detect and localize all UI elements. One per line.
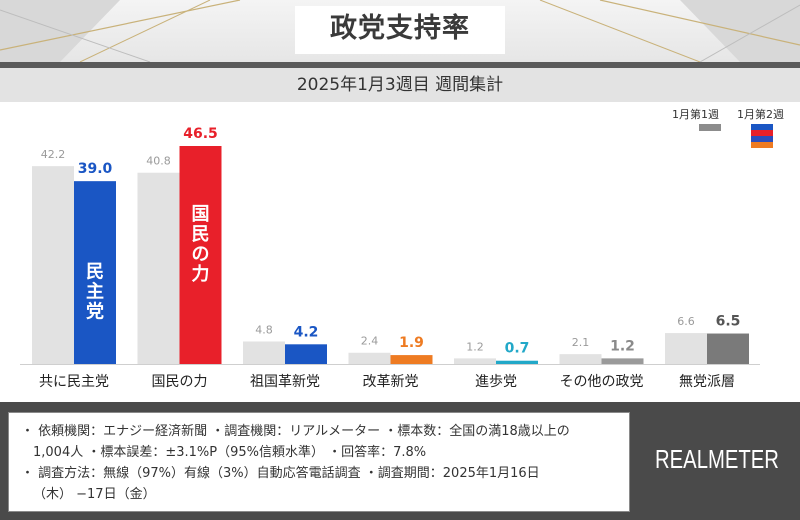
data-label-week1: 2.1 bbox=[572, 336, 590, 349]
bar-inner-label: 国民の力 bbox=[192, 204, 210, 285]
bar-week2 bbox=[707, 333, 749, 364]
data-label-week2: 0.7 bbox=[505, 341, 530, 357]
header-divider bbox=[0, 62, 800, 68]
legend-week2-swatch-stripe bbox=[751, 124, 773, 130]
category-label: その他の政党 bbox=[560, 374, 644, 390]
bar-inner-label-char: 民 bbox=[86, 262, 104, 283]
bar-week2 bbox=[390, 355, 433, 364]
legend-week2-label: 1月第2週 bbox=[737, 108, 784, 121]
bar-inner-label-char: の bbox=[192, 244, 210, 265]
subtitle-band: 2025年1月3週目 週間集計 bbox=[0, 68, 800, 102]
bar-week1 bbox=[665, 333, 707, 364]
category-label: 改革新党 bbox=[363, 374, 419, 390]
category-label: 共に民主党 bbox=[39, 374, 109, 390]
note-line: 1,004人 ・標本誤差：±3.1%P（95%信頼水準） ・回答率：7.8% bbox=[33, 445, 427, 460]
bar-inner-label-char: 国 bbox=[192, 204, 210, 225]
note-line: ・ 依頼機関：エナジー経済新聞 ・調査機関：リアルメーター ・標本数：全国の満1… bbox=[21, 424, 570, 439]
category-label: 進歩党 bbox=[475, 374, 517, 390]
bar-inner-label-char: 党 bbox=[86, 301, 104, 323]
bar-inner-label-char: 主 bbox=[86, 281, 104, 303]
note-line: ・ 調査方法：無線（97%）有線（3%）自動応答電話調査 ・調査期間：2025年… bbox=[21, 466, 540, 481]
page-title: 政党支持率 bbox=[330, 13, 470, 44]
legend-week2-swatch-stripe bbox=[751, 130, 773, 136]
data-label-week2: 6.5 bbox=[716, 314, 741, 330]
data-label-week2: 46.5 bbox=[183, 126, 218, 142]
data-label-week1: 42.2 bbox=[41, 148, 66, 161]
bar-inner-label-char: 力 bbox=[192, 264, 210, 285]
legend-week1-label: 1月第1週 bbox=[672, 108, 719, 121]
category-label: 祖国革新党 bbox=[250, 374, 320, 390]
realmeter-logo: REALMETER bbox=[655, 444, 779, 474]
bar-week1 bbox=[454, 358, 496, 364]
bar-inner-label: 民主党 bbox=[86, 262, 104, 323]
category-label: 無党派層 bbox=[679, 374, 735, 390]
legend-week2-swatch bbox=[751, 124, 773, 148]
bar-week2 bbox=[74, 181, 116, 364]
bar-week1 bbox=[559, 354, 602, 364]
bar-inner-label-char: 民 bbox=[192, 224, 210, 245]
bar-week2 bbox=[285, 344, 327, 364]
data-label-week1: 6.6 bbox=[677, 315, 695, 328]
data-label-week2: 39.0 bbox=[78, 161, 113, 177]
bar-week1 bbox=[32, 166, 74, 364]
data-label-week1: 1.2 bbox=[466, 340, 484, 353]
bar-week2 bbox=[601, 358, 644, 364]
data-label-week2: 1.9 bbox=[399, 335, 424, 351]
bar-week1 bbox=[137, 172, 180, 364]
bar-week1 bbox=[348, 352, 391, 364]
data-label-week1: 40.8 bbox=[146, 155, 171, 168]
bar-week2 bbox=[179, 146, 222, 364]
category-label: 国民の力 bbox=[152, 374, 208, 390]
legend-week2-swatch-stripe bbox=[751, 136, 773, 142]
legend-week2-swatch-stripe bbox=[751, 142, 773, 148]
data-label-week1: 4.8 bbox=[255, 323, 273, 336]
data-label-week2: 1.2 bbox=[610, 338, 635, 354]
footer: ・ 依頼機関：エナジー経済新聞 ・調査機関：リアルメーター ・標本数：全国の満1… bbox=[0, 402, 800, 520]
data-label-week1: 2.4 bbox=[361, 335, 379, 348]
legend-week1-swatch bbox=[699, 124, 721, 131]
title-box bbox=[295, 6, 505, 54]
note-line: （木） −17日（金） bbox=[33, 487, 156, 502]
survey-notes: ・ 依頼機関：エナジー経済新聞 ・調査機関：リアルメーター ・標本数：全国の満1… bbox=[8, 412, 630, 512]
chart-subtitle: 2025年1月3週目 週間集計 bbox=[296, 75, 504, 95]
data-label-week2: 4.2 bbox=[294, 324, 319, 340]
bar-week2 bbox=[496, 360, 538, 364]
header-decoration bbox=[0, 0, 800, 62]
bar-week1 bbox=[243, 341, 285, 364]
header-banner: 政党支持率 bbox=[0, 0, 800, 62]
